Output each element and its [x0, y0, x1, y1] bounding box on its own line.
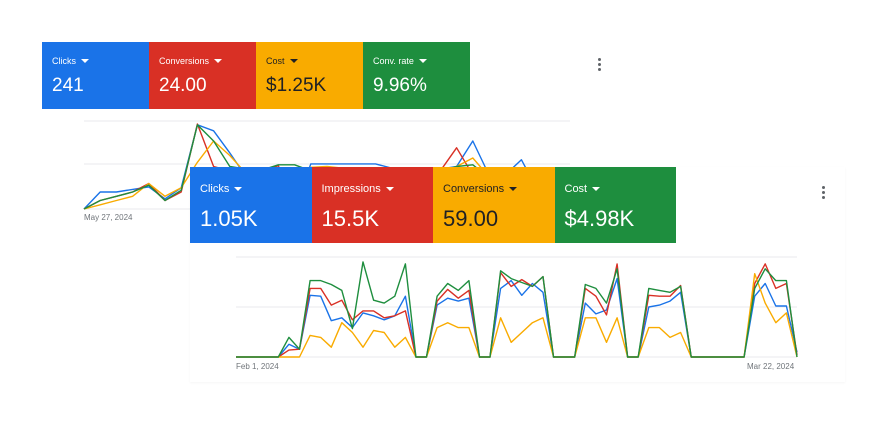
tile-value: 24.00 [159, 75, 207, 96]
series-line-clicks [236, 277, 798, 358]
tile-conversions[interactable]: Conversions 24.00 [149, 42, 256, 109]
tile-value: 15.5K [321, 206, 380, 231]
front-panel: Clicks 1.05K Impressions 15.5K Conversio… [190, 167, 845, 382]
front-line-chart [236, 256, 798, 358]
tile-conv-rate[interactable]: Conv. rate 9.96% [363, 42, 470, 109]
tile-clicks[interactable]: Clicks 1.05K [190, 167, 312, 243]
more-vert-icon[interactable] [822, 186, 826, 199]
tile-label: Conversions [159, 56, 210, 66]
dropdown-caret-icon[interactable] [385, 187, 394, 191]
x-axis-start-date: Feb 1, 2024 [236, 362, 279, 371]
tile-cost[interactable]: Cost $1.25K [256, 42, 363, 109]
tile-label: Conversions [443, 183, 505, 195]
tile-label: Cost [266, 56, 285, 66]
tile-label: Clicks [52, 56, 76, 66]
tile-label: Cost [564, 183, 588, 195]
tile-value: $1.25K [266, 75, 327, 96]
tile-value: 1.05K [200, 206, 258, 231]
dropdown-caret-icon[interactable] [592, 187, 601, 191]
front-metric-tiles: Clicks 1.05K Impressions 15.5K Conversio… [190, 167, 676, 243]
tile-label: Impressions [321, 183, 381, 195]
series-line-impressions [236, 263, 798, 358]
tile-value: 241 [52, 75, 84, 96]
tile-impressions[interactable]: Impressions 15.5K [311, 167, 433, 243]
x-axis-start-date: May 27, 2024 [84, 213, 133, 222]
tile-label: Conv. rate [373, 56, 414, 66]
tile-clicks[interactable]: Clicks 241 [42, 42, 149, 109]
tile-conversions[interactable]: Conversions 59.00 [433, 167, 555, 243]
dropdown-caret-icon[interactable] [234, 187, 243, 191]
tile-cost[interactable]: Cost $4.98K [554, 167, 676, 243]
series-line-conversions [236, 272, 798, 358]
dropdown-caret-icon[interactable] [289, 59, 298, 63]
back-metric-tiles: Clicks 241 Conversions 24.00 Cost $1.25K… [42, 42, 470, 109]
dropdown-caret-icon[interactable] [214, 59, 223, 63]
tile-value: 9.96% [373, 75, 427, 96]
more-vert-icon[interactable] [598, 58, 602, 71]
dropdown-caret-icon[interactable] [81, 59, 89, 63]
tile-value: $4.98K [564, 206, 635, 231]
series-line-cost [236, 261, 798, 358]
tile-value: 59.00 [443, 206, 499, 231]
back-panel: Clicks 241 Conversions 24.00 Cost $1.25K… [42, 42, 612, 232]
dropdown-caret-icon[interactable] [418, 59, 427, 63]
tile-label: Clicks [200, 183, 230, 195]
x-axis-end-date: Mar 22, 2024 [747, 362, 795, 371]
dropdown-caret-icon[interactable] [509, 187, 518, 191]
